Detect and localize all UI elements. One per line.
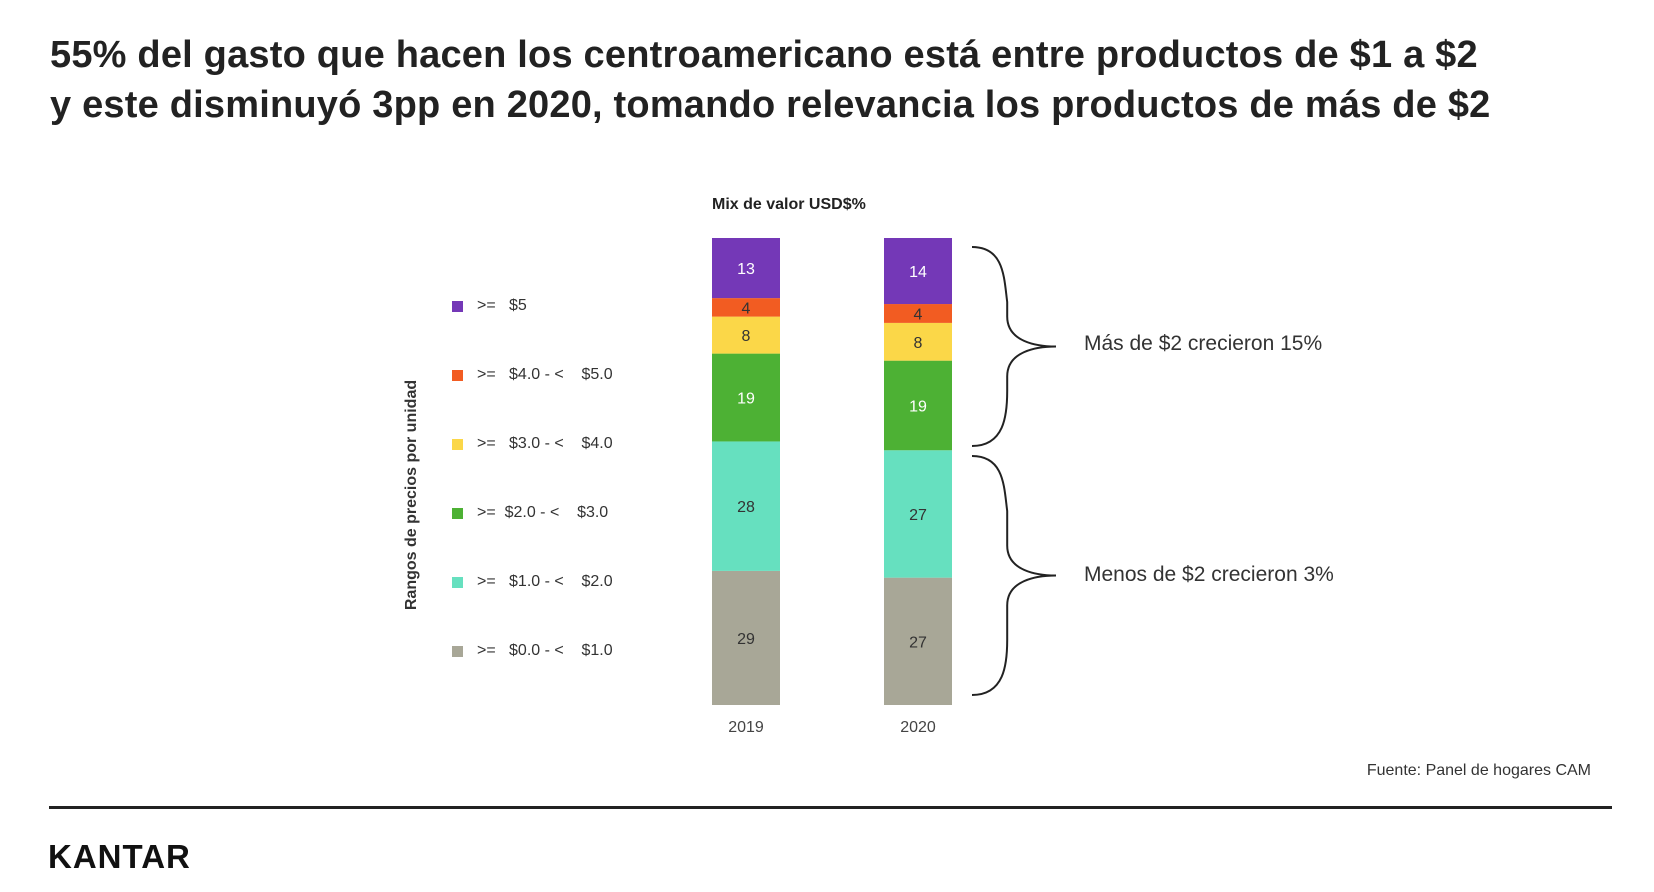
legend-label: >= $1.0 - < $2.0 — [477, 573, 613, 590]
data-label: 13 — [737, 261, 755, 278]
source-note: Fuente: Panel de hogares CAM — [1366, 762, 1591, 779]
bar-segment — [712, 316, 780, 354]
legend-swatch — [452, 576, 463, 588]
data-label: 4 — [914, 306, 923, 323]
data-label: 27 — [909, 634, 927, 651]
brace-upper — [971, 246, 1057, 447]
annotation-upper: Más de $2 crecieron 15% — [1084, 332, 1323, 355]
bar-segment — [884, 450, 952, 578]
legend-swatch — [452, 369, 463, 381]
bar-segment — [712, 298, 780, 317]
bar-segment — [884, 238, 952, 305]
bar-segment — [884, 577, 952, 705]
kantar-logo: KANTAR — [48, 838, 191, 875]
legend-label: >= $5 — [477, 297, 527, 314]
data-label: 4 — [742, 300, 751, 317]
annotation-lower: Menos de $2 crecieron 3% — [1084, 563, 1334, 586]
data-label: 19 — [737, 391, 755, 408]
legend-item: >= $5 — [452, 296, 527, 316]
bar-segment — [884, 360, 952, 451]
legend-item: >= $3.0 - < $4.0 — [452, 434, 613, 454]
legend-swatch — [452, 300, 463, 312]
legend-item: >= $4.0 - < $5.0 — [452, 365, 613, 385]
data-label: 27 — [909, 507, 927, 524]
legend-label: >= $4.0 - < $5.0 — [477, 366, 613, 383]
bar-segment — [884, 322, 952, 361]
legend-swatch — [452, 645, 463, 657]
bar-segment — [712, 353, 780, 442]
data-label: 28 — [737, 499, 755, 516]
legend-item: >= $0.0 - < $1.0 — [452, 641, 613, 661]
legend-swatch — [452, 507, 463, 519]
data-label: 29 — [737, 631, 755, 648]
legend-label: >= $3.0 - < $4.0 — [477, 435, 613, 452]
x-tick-label: 2020 — [900, 719, 936, 736]
data-label: 8 — [914, 335, 923, 352]
legend-label: >= $0.0 - < $1.0 — [477, 642, 613, 659]
x-tick-label: 2019 — [728, 719, 764, 736]
bar-segment — [712, 238, 780, 299]
bar-segment — [884, 304, 952, 323]
data-label: 19 — [909, 398, 927, 415]
data-label: 8 — [742, 328, 751, 345]
bar-segment — [712, 570, 780, 705]
title-line-2: y este disminuyó 3pp en 2020, tomando re… — [50, 84, 1491, 126]
legend-item: >= $2.0 - < $3.0 — [452, 503, 608, 523]
footer-divider — [49, 806, 1612, 809]
legend-swatch — [452, 438, 463, 450]
chart-title: Mix de valor USD$% — [712, 196, 866, 213]
brace-lower — [971, 455, 1057, 696]
bar-segment — [712, 441, 780, 571]
title-line-1: 55% del gasto que hacen los centroameric… — [50, 34, 1478, 76]
legend-label: >= $2.0 - < $3.0 — [477, 504, 609, 521]
page-title: 55% del gasto que hacen los centroameric… — [50, 30, 1620, 130]
data-label: 14 — [909, 264, 927, 281]
legend-item: >= $1.0 - < $2.0 — [452, 572, 613, 592]
